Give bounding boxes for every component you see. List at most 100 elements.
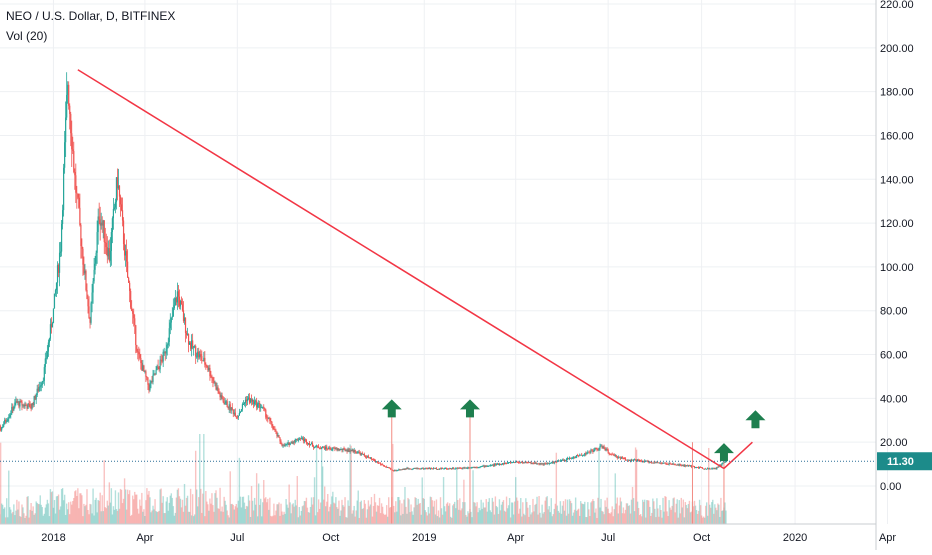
candle-body bbox=[702, 468, 703, 469]
volume-bar bbox=[725, 511, 726, 524]
candle-body bbox=[670, 463, 671, 464]
candle-body bbox=[625, 458, 626, 460]
candle-body bbox=[64, 142, 65, 168]
candle-body bbox=[158, 367, 159, 368]
candle-body bbox=[3, 424, 4, 427]
candle-body bbox=[182, 304, 183, 310]
candle-body bbox=[135, 325, 136, 345]
candle-body bbox=[6, 421, 7, 422]
candle-body bbox=[137, 351, 138, 352]
candle-body bbox=[269, 418, 270, 421]
candle-body bbox=[47, 351, 48, 357]
candle-body bbox=[88, 306, 89, 318]
candle-body bbox=[60, 252, 61, 253]
candle-body bbox=[359, 452, 360, 453]
candle-body bbox=[41, 385, 42, 386]
candle-body bbox=[77, 194, 78, 198]
candle-body bbox=[86, 290, 87, 299]
candle-body bbox=[368, 456, 369, 457]
candle-body bbox=[10, 413, 11, 414]
candle-body bbox=[55, 290, 56, 293]
candle-body bbox=[290, 443, 291, 445]
candle-body bbox=[73, 151, 74, 172]
candle-body bbox=[99, 216, 100, 219]
candle-body bbox=[259, 403, 260, 408]
up-arrow-icon bbox=[714, 443, 734, 461]
x-tick-label: Oct bbox=[693, 532, 710, 544]
candle-body bbox=[43, 381, 44, 382]
candle-body bbox=[174, 305, 175, 308]
candle-body bbox=[90, 303, 91, 323]
y-tick-label: 20.00 bbox=[880, 437, 908, 449]
candle-body bbox=[138, 352, 139, 354]
candle-body bbox=[45, 359, 46, 368]
candle-body bbox=[675, 464, 676, 465]
candle-body bbox=[204, 358, 205, 365]
candle-body bbox=[163, 352, 164, 362]
candle-body bbox=[9, 415, 10, 418]
candle-body bbox=[1, 427, 2, 430]
candle-body bbox=[390, 468, 391, 469]
candle-body bbox=[79, 208, 80, 225]
candle-body bbox=[19, 401, 20, 406]
candle-body bbox=[119, 186, 120, 197]
candle-body bbox=[235, 413, 236, 417]
candle-body bbox=[173, 308, 174, 316]
candle-body bbox=[145, 371, 146, 376]
candle-body bbox=[13, 407, 14, 410]
candle-body bbox=[331, 450, 332, 451]
candle-body bbox=[383, 465, 384, 466]
candle-body bbox=[240, 412, 241, 413]
candle-body bbox=[664, 463, 665, 464]
volume-bar bbox=[297, 476, 298, 524]
y-tick-label: 200.00 bbox=[880, 43, 914, 55]
y-tick-label: 160.00 bbox=[880, 130, 914, 142]
candle-body bbox=[192, 340, 193, 347]
candle-body bbox=[136, 345, 137, 352]
candle-body bbox=[329, 448, 330, 449]
candle-body bbox=[8, 417, 9, 419]
candle-body bbox=[603, 446, 604, 448]
candle-body bbox=[134, 318, 135, 325]
candle-body bbox=[126, 251, 127, 261]
candle-body bbox=[365, 456, 366, 457]
candle-body bbox=[355, 450, 356, 452]
volume-indicator-label[interactable]: Vol (20) bbox=[6, 26, 175, 46]
candle-body bbox=[185, 318, 186, 333]
candle-body bbox=[213, 381, 214, 383]
candle-body bbox=[635, 459, 636, 460]
candle-body bbox=[133, 314, 134, 318]
volume-bar bbox=[350, 446, 351, 524]
candle-body bbox=[244, 403, 245, 404]
candle-body bbox=[62, 210, 63, 224]
candle-body bbox=[93, 270, 94, 281]
candle-body bbox=[70, 114, 71, 133]
candle-body bbox=[724, 462, 725, 463]
y-tick-label: 140.00 bbox=[880, 174, 914, 186]
candle-body bbox=[560, 461, 561, 462]
candle-body bbox=[139, 354, 140, 358]
candle-body bbox=[81, 246, 82, 249]
candle-body bbox=[167, 345, 168, 349]
volume-bar bbox=[203, 434, 204, 524]
candle-body bbox=[222, 395, 223, 399]
symbol-title[interactable]: NEO / U.S. Dollar, D, BITFINEX bbox=[6, 6, 175, 26]
candle-body bbox=[323, 447, 324, 448]
candle-body bbox=[264, 409, 265, 410]
y-tick-label: 100.00 bbox=[880, 262, 914, 274]
candle-body bbox=[608, 450, 609, 453]
candle-body bbox=[278, 435, 279, 438]
x-tick-label: Apr bbox=[879, 532, 896, 544]
candle-body bbox=[212, 378, 213, 381]
candle-body bbox=[111, 232, 112, 251]
candle-body bbox=[680, 464, 681, 465]
candle-body bbox=[223, 399, 224, 402]
candle-body bbox=[593, 450, 594, 452]
candle-body bbox=[238, 416, 239, 418]
x-tick-label: Apr bbox=[507, 532, 524, 544]
candle-body bbox=[140, 358, 141, 363]
candle-body bbox=[25, 405, 26, 406]
candle-body bbox=[49, 339, 50, 343]
